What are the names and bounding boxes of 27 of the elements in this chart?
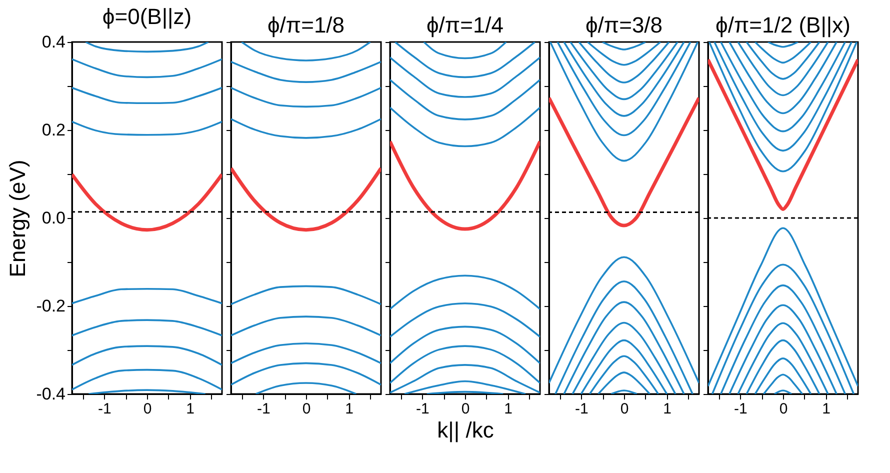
y-tick-label: -0.2 [36, 296, 66, 316]
chart-title: ϕ=0(B||z) [102, 4, 192, 29]
x-tick-label: -1 [256, 400, 270, 418]
chart-title: ϕ/π=1/2 (B||x) [716, 12, 850, 38]
x-tick-label: -1 [416, 400, 430, 418]
y-tick-label: 0.2 [42, 120, 66, 140]
x-tick-label: 1 [186, 400, 195, 418]
x-tick-label: 0 [143, 400, 152, 418]
x-tick-label: 1 [504, 400, 513, 418]
x-tick-label: 0 [620, 400, 629, 418]
x-tick-label: -1 [734, 400, 748, 418]
chart-title: ϕ/π=1/4 [426, 12, 504, 38]
y-axis-title: Energy (eV) [5, 160, 30, 278]
x-tick-label: 1 [345, 400, 354, 418]
y-tick-label: -0.4 [36, 384, 66, 404]
x-tick-label: 0 [302, 400, 311, 418]
chart-title: ϕ/π=3/8 [585, 12, 663, 38]
y-tick-label: 0.4 [42, 32, 66, 52]
x-tick-label: 0 [461, 400, 470, 418]
x-axis-title: k|| /kc [437, 418, 494, 442]
x-tick-label: 0 [779, 400, 788, 418]
chart-title: ϕ/π=1/8 [267, 12, 345, 38]
x-tick-label: -1 [98, 400, 112, 418]
y-tick-label: 0.0 [42, 208, 66, 228]
x-tick-label: 1 [822, 400, 831, 418]
x-tick-label: 1 [663, 400, 672, 418]
x-tick-label: -1 [574, 400, 588, 418]
